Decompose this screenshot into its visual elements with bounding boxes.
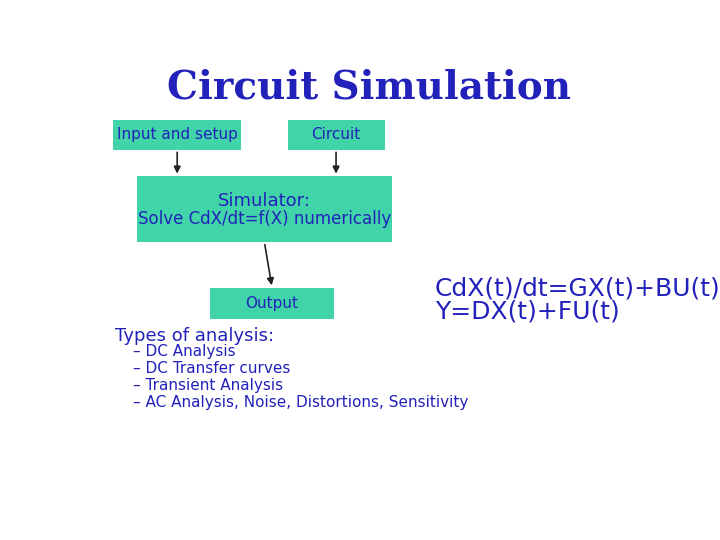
Text: CdX(t)/dt=GX(t)+BU(t): CdX(t)/dt=GX(t)+BU(t) — [435, 276, 720, 300]
FancyBboxPatch shape — [137, 177, 392, 242]
Text: Circuit: Circuit — [312, 127, 361, 143]
Text: Solve CdX/dt=f(X) numerically: Solve CdX/dt=f(X) numerically — [138, 210, 391, 228]
Text: Output: Output — [246, 296, 299, 311]
Text: – DC Transfer curves: – DC Transfer curves — [132, 361, 290, 376]
Text: Circuit Simulation: Circuit Simulation — [167, 69, 571, 107]
FancyBboxPatch shape — [287, 120, 384, 150]
Text: – Transient Analysis: – Transient Analysis — [132, 377, 283, 393]
Text: – DC Analysis: – DC Analysis — [132, 344, 235, 359]
Text: Input and setup: Input and setup — [117, 127, 238, 143]
Text: Y=DX(t)+FU(t): Y=DX(t)+FU(t) — [435, 299, 620, 323]
FancyBboxPatch shape — [210, 288, 334, 319]
Text: Simulator:: Simulator: — [218, 192, 311, 210]
Text: Types of analysis:: Types of analysis: — [114, 327, 274, 345]
FancyBboxPatch shape — [113, 120, 241, 150]
Text: – AC Analysis, Noise, Distortions, Sensitivity: – AC Analysis, Noise, Distortions, Sensi… — [132, 395, 468, 409]
